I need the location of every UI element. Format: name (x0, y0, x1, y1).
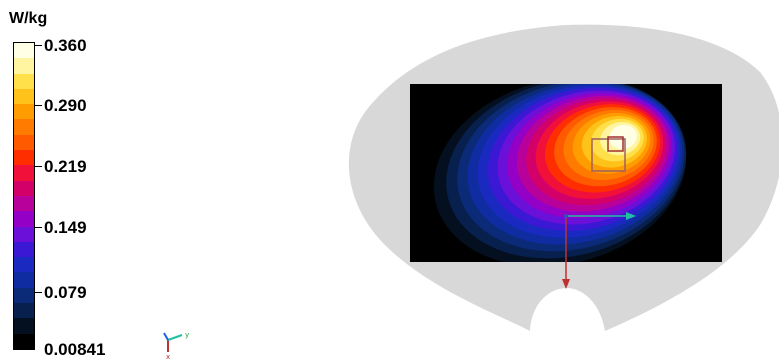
zoom-scan-inner (607, 136, 624, 152)
colorbar-segment (14, 119, 34, 135)
axis-x-label: x (166, 353, 170, 360)
colorbar-segment (14, 150, 34, 166)
colorbar-segment (14, 241, 34, 258)
colorbar-segment (14, 257, 34, 273)
colorbar-segment (14, 226, 34, 242)
colorbar-segment (14, 272, 34, 288)
sar-colorbar (13, 42, 35, 350)
colorbar-segment (14, 287, 34, 304)
axis-y-label: y (185, 331, 189, 339)
colorbar-segment (14, 211, 34, 227)
tick-mark (35, 105, 42, 106)
colorbar-segment (14, 104, 34, 120)
colorbar-segment (14, 165, 34, 181)
tick-label-max: 0.360 (44, 36, 87, 55)
tick-label-3: 0.219 (44, 157, 87, 176)
unit-label: W/kg (9, 10, 48, 27)
tick-mark (35, 166, 42, 167)
colorbar-segment (14, 73, 34, 89)
colorbar-segment (14, 318, 34, 334)
colorbar-segment (14, 333, 34, 349)
colorbar-segment (14, 88, 34, 105)
colorbar-segment (14, 303, 34, 319)
colorbar-segment (14, 195, 34, 212)
colorbar-segment (14, 180, 34, 196)
colorbar-segment (14, 43, 34, 59)
tick-mark (35, 227, 42, 228)
tick-mark (35, 292, 42, 293)
tick-mark (35, 45, 42, 46)
orientation-axes-icon: y x (163, 331, 189, 360)
tick-label-2: 0.290 (44, 96, 87, 115)
tick-label-4: 0.149 (44, 218, 87, 237)
tick-label-5: 0.079 (44, 283, 87, 302)
colorbar-segment (14, 58, 34, 74)
colorbar-segment (14, 134, 34, 151)
tick-label-min: 0.00841 (44, 340, 106, 359)
